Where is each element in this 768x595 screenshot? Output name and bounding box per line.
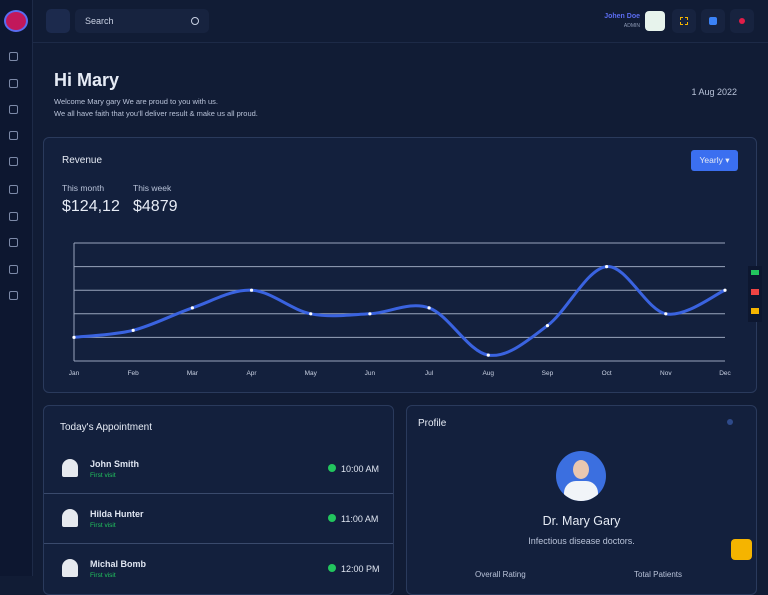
patient-name: Michal Bomb [90, 559, 147, 569]
visit-note: First visit [90, 472, 116, 479]
chat-button[interactable] [731, 539, 752, 560]
settings-button[interactable] [730, 9, 754, 33]
search-box[interactable]: Search [75, 9, 209, 33]
nav-icon[interactable] [9, 105, 18, 114]
logo[interactable] [4, 10, 28, 32]
check-icon [328, 564, 336, 572]
profile-card: Profile Dr. Mary Gary Infectious disease… [406, 405, 757, 595]
nav-icon[interactable] [9, 265, 18, 274]
card-title: Today's Appointment [60, 422, 152, 433]
x-tick-label: Nov [660, 370, 672, 377]
notification-button[interactable] [701, 9, 725, 33]
data-point [131, 328, 135, 332]
x-tick-label: Jun [365, 370, 376, 377]
stat-label: This month [62, 183, 105, 193]
appointment-card: Today's Appointment John Smith First visi… [43, 405, 394, 595]
data-point [72, 335, 76, 339]
divider [44, 543, 393, 544]
appointment-time: 11:00 AM [341, 514, 379, 524]
icon [709, 17, 717, 25]
appointment-time: 10:00 AM [341, 464, 380, 474]
tool-icon[interactable] [751, 270, 759, 275]
sidebar [0, 0, 33, 576]
greeting-line: We all have faith that you'll deliver re… [54, 109, 258, 118]
data-point [368, 312, 372, 316]
nav-icon[interactable] [9, 131, 18, 140]
nav-icon[interactable] [9, 212, 18, 221]
stat-value: $4879 [133, 198, 178, 215]
user-avatar[interactable] [645, 11, 665, 31]
user-name: Johen Doe [604, 13, 640, 20]
revenue-line [73, 265, 726, 357]
x-tick-label: Apr [246, 370, 257, 377]
tool-icon[interactable] [751, 289, 759, 295]
icon [739, 18, 745, 24]
x-tick-label: Oct [602, 370, 612, 377]
topbar: Search Johen Doe ADMIN [32, 0, 768, 43]
data-point [723, 288, 727, 292]
nav-icon[interactable] [9, 79, 18, 88]
card-title: Profile [418, 418, 447, 429]
nav-icon[interactable] [9, 291, 18, 300]
floating-toolbar [748, 266, 762, 322]
data-point [427, 306, 431, 310]
nav-icon[interactable] [9, 157, 18, 166]
x-tick-label: Dec [719, 370, 731, 377]
search-placeholder: Search [85, 16, 114, 26]
patient-name: John Smith [90, 459, 139, 469]
revenue-card: Revenue Yearly ▾ This month $124,12 This… [43, 137, 757, 393]
status-dot [727, 419, 733, 425]
coat [564, 481, 598, 501]
nav-icon[interactable] [9, 52, 18, 61]
x-tick-label: Jan [69, 370, 80, 377]
profile-stat-label: Overall Rating [475, 570, 526, 579]
divider [44, 493, 393, 494]
patient-avatar [62, 559, 78, 577]
x-tick-label: Feb [128, 370, 140, 377]
x-tick-label: May [305, 370, 318, 377]
user-role: ADMIN [623, 23, 640, 29]
check-icon [328, 464, 336, 472]
visit-note: First visit [90, 522, 116, 529]
x-tick-label: Mar [187, 370, 199, 377]
data-point [309, 312, 313, 316]
period-button-label: Yearly [699, 155, 723, 165]
greeting-line: Welcome Mary gary We are proud to you wi… [54, 97, 218, 106]
date: 1 Aug 2022 [691, 87, 737, 97]
x-tick-label: Sep [542, 370, 554, 377]
period-button[interactable]: Yearly ▾ [691, 150, 738, 171]
greeting-title: Hi Mary [54, 70, 120, 90]
patient-avatar [62, 509, 78, 527]
menu-button[interactable] [46, 9, 70, 33]
card-title: Revenue [62, 155, 103, 166]
data-point [486, 353, 490, 357]
profile-stat-label: Total Patients [634, 570, 683, 579]
search-icon [191, 17, 199, 25]
data-point [249, 288, 254, 292]
face [573, 460, 589, 479]
nav-icon[interactable] [9, 185, 18, 194]
stat-label: This week [133, 183, 172, 193]
nav-icon[interactable] [9, 238, 18, 247]
doctor-avatar [556, 451, 606, 501]
doctor-name: Dr. Mary Gary [542, 514, 621, 528]
icon [680, 17, 688, 25]
x-tick-label: Jul [425, 370, 434, 377]
data-point [190, 306, 194, 310]
data-point [664, 312, 668, 316]
data-point [545, 324, 550, 328]
stat-value: $124,12 [62, 198, 120, 215]
data-point [605, 265, 609, 269]
patient-name: Hilda Hunter [90, 509, 144, 519]
doctor-specialty: Infectious disease doctors. [528, 536, 635, 546]
fullscreen-button[interactable] [672, 9, 696, 33]
appointment-time: 12:00 PM [341, 564, 380, 574]
revenue-chart: Jan Feb Mar Apr May Jun Jul Aug Sep Oct Nov Dec [69, 242, 732, 377]
check-icon [328, 514, 336, 522]
x-tick-label: Aug [482, 370, 494, 377]
patient-avatar [62, 459, 78, 477]
tool-icon[interactable] [751, 308, 759, 314]
